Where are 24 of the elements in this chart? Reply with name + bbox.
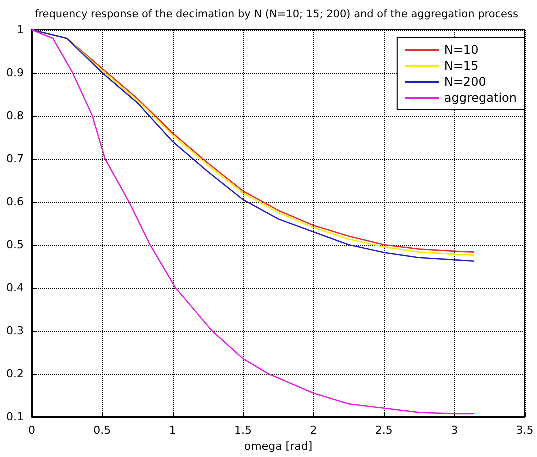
x-tick-label: 1.5	[234, 424, 252, 437]
x-tick-label: 3.5	[516, 424, 534, 437]
x-tick-label: 1	[169, 424, 176, 437]
y-tick-label: 0.2	[6, 368, 24, 380]
y-tick-label: 0.8	[6, 110, 24, 122]
legend-label: N=200	[444, 75, 486, 89]
x-tick-label: 3	[451, 424, 458, 437]
x-tick-label: 0	[28, 424, 36, 437]
legend-label: aggregation	[444, 91, 518, 105]
legend-label: N=10	[444, 43, 479, 57]
y-tick-label: 0.3	[6, 324, 24, 338]
legend-label: N=15	[444, 59, 479, 73]
y-tick-label: 0.6	[6, 196, 24, 208]
x-axis-title: omega [rad]	[244, 440, 313, 453]
y-tick-label: 0.7	[6, 152, 24, 166]
x-tick-label: 2	[310, 424, 318, 437]
x-tick-label: 0.5	[94, 424, 112, 437]
x-tick-label: 2.5	[375, 424, 393, 437]
y-tick-label: 0.4	[6, 282, 24, 294]
y-tick-label: 0.9	[6, 66, 24, 80]
y-tick-label: 1	[17, 24, 24, 36]
y-tick-label: 0.1	[6, 410, 24, 424]
y-tick-label: 0.5	[6, 238, 24, 252]
chart-title: frequency response of the decimation by N (N=10; 15; 200) and of the aggregation process	[35, 8, 518, 20]
